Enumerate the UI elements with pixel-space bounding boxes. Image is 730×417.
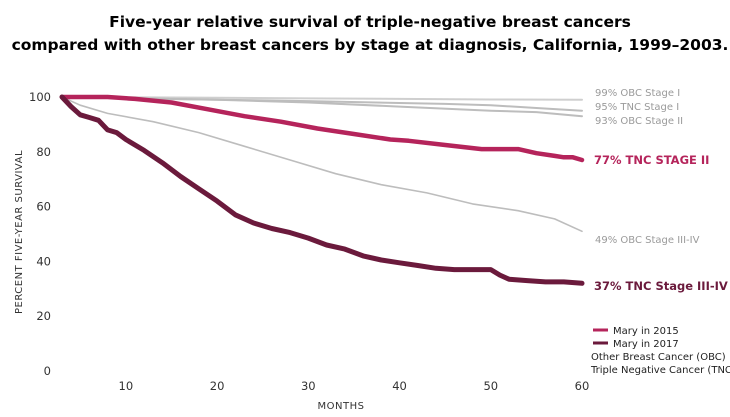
x-tick-label-30: 30 <box>301 379 316 393</box>
x-tick-label-50: 50 <box>483 379 498 393</box>
legend-label-mary-2015: Mary in 2015 <box>613 326 679 337</box>
legend-label-mary-2017: Mary in 2017 <box>613 339 679 350</box>
series-label-tnc-stage-i: 95% TNC Stage I <box>595 102 679 113</box>
y-tick-label-40: 40 <box>36 254 51 268</box>
series-labels: 99% OBC Stage I 95% TNC Stage I 93% OBC St… <box>594 88 728 293</box>
series-label-obc-stage-i: 99% OBC Stage I <box>595 88 680 99</box>
y-tick-label-60: 60 <box>36 200 51 214</box>
y-tick-label-100: 100 <box>29 90 51 104</box>
chart-title-line-1: Five-year relative survival of triple-ne… <box>109 13 631 31</box>
series-label-obc-stage-ii: 93% OBC Stage II <box>595 116 683 127</box>
y-tick-label-0: 0 <box>44 364 51 378</box>
series-line-tnc-stage-iii-iv <box>59 94 585 286</box>
y-axis-title: PERCENT FIVE-YEAR SURVIVAL <box>14 150 25 314</box>
chart-title-line-2: compared with other breast cancers by st… <box>12 36 729 54</box>
legend: Mary in 2015 Mary in 2017 Other Breast C… <box>590 326 730 376</box>
y-tick-label-20: 20 <box>36 309 51 323</box>
x-tick-label-20: 20 <box>210 379 225 393</box>
series-lines <box>59 94 585 286</box>
x-tick-label-10: 10 <box>119 379 134 393</box>
x-tick-label-40: 40 <box>392 379 407 393</box>
series-line-obc-stage-iii-iv <box>61 96 583 233</box>
y-tick-label-80: 80 <box>36 145 51 159</box>
legend-note-obc: Other Breast Cancer (OBC) <box>591 352 726 363</box>
x-tick-label-60: 60 <box>575 379 590 393</box>
y-axis-ticks: 0 20 40 60 80 100 <box>29 90 51 378</box>
legend-note-tnc: Triple Negative Cancer (TNC) <box>590 365 730 376</box>
series-label-tnc-stage-iii-iv: 37% TNC Stage III-IV <box>594 279 728 293</box>
series-label-obc-stage-iii-iv: 49% OBC Stage III-IV <box>595 235 700 246</box>
series-label-tnc-stage-ii: 77% TNC STAGE II <box>594 153 709 167</box>
x-axis-title: MONTHS <box>318 401 365 412</box>
series-line-tnc-stage-ii <box>59 94 585 163</box>
x-axis-ticks: 10 20 30 40 50 60 <box>119 379 590 393</box>
